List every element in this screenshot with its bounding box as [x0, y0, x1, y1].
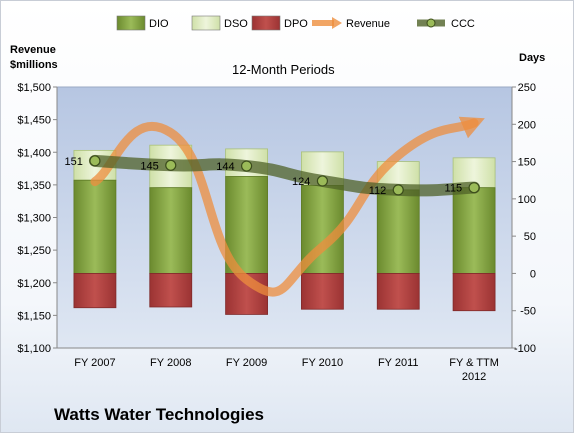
- left-tick-label: $1,200: [17, 278, 51, 290]
- dio-bar: [376, 189, 420, 274]
- right-tick-label: 50: [524, 231, 536, 243]
- left-tick-label: $1,400: [17, 147, 51, 159]
- dpo-bar: [73, 273, 117, 309]
- legend-label-dio: DIO: [149, 18, 169, 30]
- x-tick-label: FY 2009: [226, 357, 267, 369]
- ccc-data-label: 151: [65, 156, 83, 168]
- ccc-point: [392, 184, 404, 196]
- left-tick-label: $1,250: [17, 245, 51, 257]
- x-tick-label: FY 2010: [302, 357, 343, 369]
- dpo-bar: [376, 273, 420, 310]
- legend-label-revenue: Revenue: [346, 18, 390, 30]
- company-name: Watts Water Technologies: [54, 405, 265, 424]
- ccc-point: [89, 155, 101, 167]
- ccc-point: [316, 175, 329, 187]
- right-tick-label: -50: [520, 306, 536, 318]
- revenue-line: [90, 116, 485, 297]
- lines-layer: 151 145 144 124 112 115: [65, 116, 485, 297]
- dio-bar: [149, 187, 193, 274]
- dio-bar: [73, 179, 117, 274]
- left-tick-label: $1,100: [17, 343, 51, 355]
- x-tick-label: FY 2007: [74, 357, 115, 369]
- legend-label-dpo: DPO: [284, 18, 308, 30]
- dpo-bar: [452, 273, 496, 312]
- dio-bar: [452, 187, 496, 274]
- legend-marker-ccc: [426, 18, 436, 28]
- ccc-data-label: 144: [216, 161, 234, 173]
- ccc-point: [468, 182, 480, 194]
- legend-swatch-dpo: [251, 15, 281, 31]
- x-tick-label: FY 2008: [150, 357, 191, 369]
- dpo-bar: [149, 273, 193, 308]
- legend-arrow-revenue: [332, 17, 342, 29]
- ccc-point: [165, 159, 177, 171]
- right-tick-label: 200: [518, 119, 536, 131]
- left-axis-title: Revenue $millions: [10, 43, 58, 73]
- left-axis-title-line1: Revenue: [10, 44, 56, 56]
- left-tick-label: $1,450: [17, 115, 51, 127]
- right-tick-label: 100: [518, 194, 536, 206]
- legend-swatch-dio: [116, 15, 146, 31]
- chart-subtitle: 12-Month Periods: [232, 62, 335, 77]
- left-tick-label: $1,500: [17, 82, 51, 94]
- ccc-data-label: 145: [140, 160, 158, 172]
- left-axis-title-line2: $millions: [10, 59, 58, 71]
- ccc-data-label: 115: [445, 183, 463, 195]
- x-tick-label: FY 2011: [378, 357, 419, 369]
- right-tick-label: 150: [518, 157, 536, 169]
- x-tick-label: FY & TTM: [449, 357, 499, 369]
- legend-label-dso: DSO: [224, 18, 248, 30]
- left-tick-label: $1,300: [17, 213, 51, 225]
- ccc-data-label: 112: [369, 185, 387, 197]
- left-tick-label: $1,150: [17, 310, 51, 322]
- right-axis-title: Days: [519, 52, 546, 64]
- right-tick-label: -100: [514, 343, 536, 355]
- legend-label-ccc: CCC: [451, 18, 475, 30]
- right-tick-label: 0: [530, 268, 536, 280]
- dpo-bar: [301, 273, 344, 310]
- legend-swatch-dso: [191, 15, 221, 31]
- ccc-point: [240, 160, 253, 172]
- axes-layer: $1,100 $1,150 $1,200 $1,250 $1,300 $1,350 $1,4…: [17, 82, 536, 383]
- legend: DIO DSO DPO Revenue CCC: [116, 15, 475, 31]
- left-tick-label: $1,350: [17, 180, 51, 192]
- x-tick-label: 2012: [462, 371, 486, 383]
- ccc-data-label: 124: [292, 176, 310, 188]
- right-tick-label: 250: [518, 82, 536, 94]
